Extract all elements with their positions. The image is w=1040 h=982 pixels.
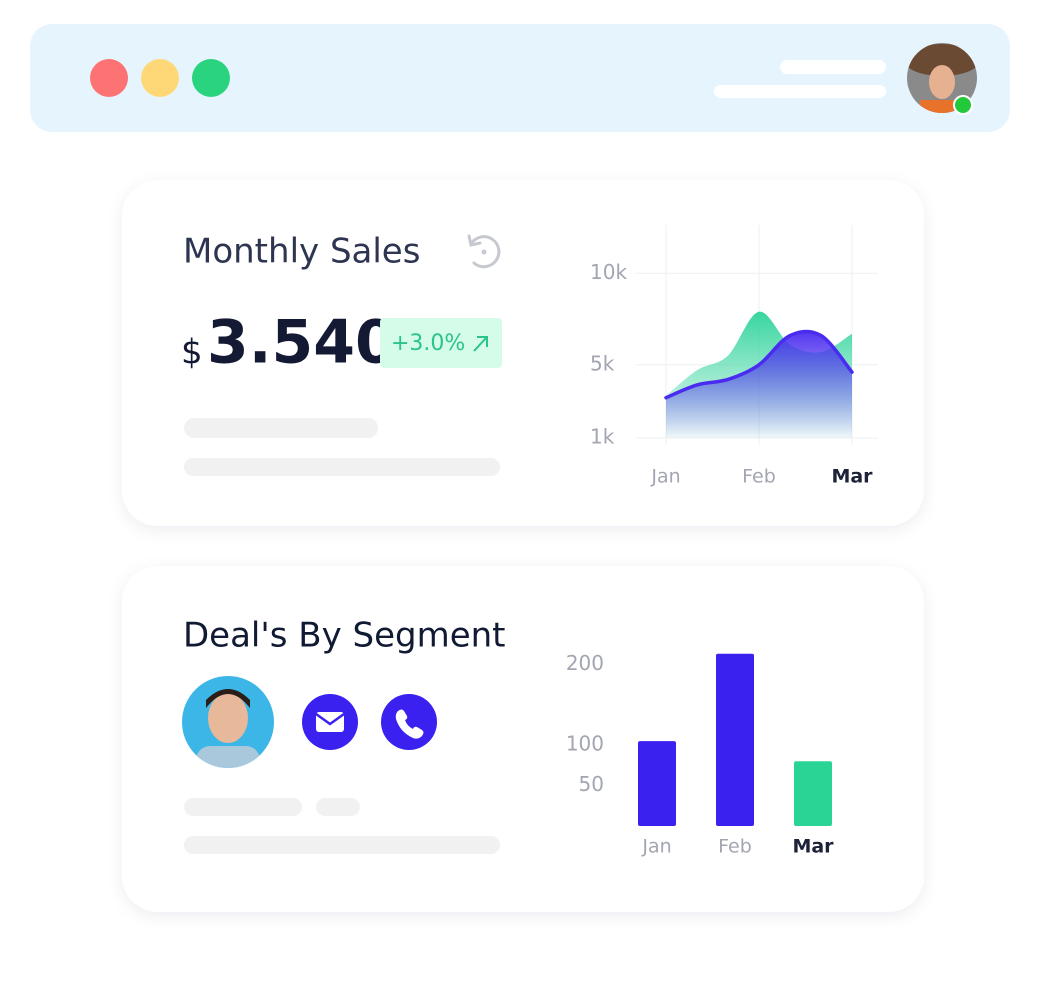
x-tick-label: Jan [650,466,680,488]
placeholder-line [780,60,886,74]
bar [638,741,676,826]
area [666,331,852,438]
change-text: +3.0% [391,331,465,356]
y-tick-label: 5k [590,351,615,375]
y-tick-label: 10k [590,260,627,284]
placeholder-line [184,836,500,854]
refresh-icon[interactable] [467,234,501,269]
x-tick-label: Jan [641,836,671,858]
online-status [953,95,973,115]
minimize-dot[interactable] [141,59,179,97]
close-dot[interactable] [90,59,128,97]
y-tick-label: 100 [566,732,604,756]
card-title: Deal's By Segment [183,616,506,656]
sales-card [122,180,924,526]
bar [794,761,832,826]
y-tick-label: 200 [566,651,604,675]
trend-arrow [473,336,488,352]
email-button[interactable] [302,694,358,750]
currency: $ [181,333,203,373]
bar [716,653,754,826]
x-tick-label: Mar [792,836,834,858]
card-title: Monthly Sales [183,232,420,272]
sales-amount: 3.540 [207,308,397,378]
y-tick-label: 1k [590,425,615,449]
placeholder-line [184,458,500,476]
change-badge [380,318,502,368]
placeholder-line [184,418,378,438]
call-button[interactable] [381,694,437,750]
y-tick-label: 50 [579,772,604,796]
placeholder-line [184,798,302,816]
line [664,329,854,400]
maximize-dot[interactable] [192,59,230,97]
x-tick-label: Feb [718,836,752,858]
window-bar [30,24,1010,132]
placeholder-line [714,85,886,98]
contact-avatar[interactable] [180,674,276,776]
x-tick-label: Feb [742,466,776,488]
x-tick-label: Mar [831,466,873,488]
placeholder-line [316,798,360,816]
